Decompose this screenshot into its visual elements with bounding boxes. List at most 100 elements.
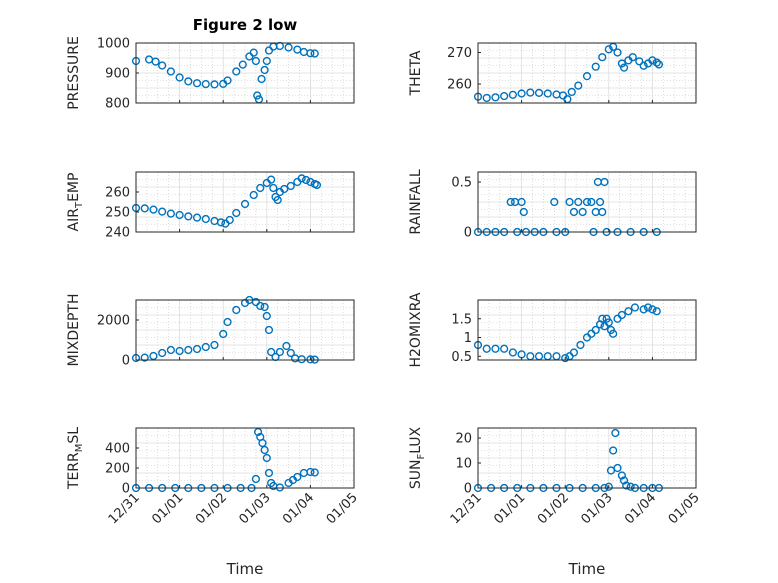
data-point (543, 89, 552, 98)
data-point (578, 207, 587, 217)
chart-panel-mixdepth: 0 2000 MIXDEPTH (66, 294, 355, 369)
y-axis-label: TERRMSL (66, 427, 85, 490)
data-point (652, 307, 661, 316)
axes-frame (477, 299, 697, 361)
data-point (210, 80, 219, 89)
data-point (192, 79, 202, 88)
y-axis-label-part: EMP (66, 173, 82, 202)
data-point (267, 347, 276, 357)
data-point (260, 302, 269, 312)
x-tick-label: 01/04 (280, 490, 317, 527)
data-point (628, 53, 637, 62)
data-point (619, 476, 629, 485)
y-tick-label: 270 (447, 46, 472, 61)
y-tick-label: 200 (105, 462, 130, 477)
data-point (166, 345, 175, 355)
data-point (624, 307, 633, 316)
data-point (219, 329, 228, 339)
data-point (639, 305, 648, 314)
data-point (253, 91, 262, 100)
data-point (297, 355, 306, 364)
y-axis-label: SUNFLUX (408, 426, 427, 489)
data-point (275, 347, 284, 357)
data-point (569, 207, 579, 217)
x-axis-label: Time (226, 560, 264, 578)
data-point (635, 57, 644, 66)
data-point (158, 348, 167, 358)
data-point (569, 348, 579, 357)
y-axis-label: PRESSURE (66, 36, 82, 110)
data-point (256, 301, 265, 311)
data-point (306, 355, 315, 364)
y-axis-label: THETA (408, 50, 424, 96)
data-point (175, 210, 184, 220)
data-point (210, 340, 219, 350)
data-point (201, 342, 210, 352)
y-tick-label: 260 (447, 78, 472, 93)
data-point (654, 60, 664, 69)
data-point (508, 90, 517, 99)
y-axis-label-part: LUX (408, 426, 424, 453)
data-point (587, 197, 596, 207)
data-point (561, 354, 570, 363)
y-axis-label: AIRTEMP (66, 173, 85, 232)
data-point (223, 317, 232, 327)
x-tick-label: 01/05 (324, 490, 361, 527)
data-point (286, 181, 295, 191)
data-point (251, 56, 261, 66)
data-point (576, 340, 585, 350)
x-tick-label: 01/05 (666, 490, 703, 527)
data-point (184, 212, 193, 221)
data-point (609, 446, 618, 455)
data-point (192, 213, 202, 222)
data-point (282, 341, 291, 351)
data-point (613, 463, 622, 473)
data-point (598, 207, 607, 217)
data-point (232, 208, 241, 218)
data-point (260, 65, 269, 75)
data-point (140, 353, 149, 362)
axes-frame (477, 42, 697, 104)
data-point (286, 348, 295, 358)
data-point (500, 91, 509, 101)
data-point (595, 197, 605, 207)
chart-panel-rainfall: 0 0.5 RAINFALL (408, 169, 697, 241)
y-tick-label: 0.5 (451, 176, 472, 191)
y-tick-label: 260 (105, 186, 130, 201)
data-point (251, 474, 261, 484)
data-point (306, 49, 315, 58)
data-point (149, 351, 158, 361)
data-point (262, 453, 271, 463)
x-tick-label: 01/02 (193, 490, 230, 527)
data-point (574, 197, 583, 207)
data-point (293, 472, 302, 482)
y-tick-label: 900 (105, 67, 130, 82)
data-point (280, 184, 289, 194)
data-point (284, 43, 293, 52)
data-point (550, 197, 559, 207)
data-point (175, 346, 184, 356)
data-point (639, 61, 648, 70)
data-point (310, 468, 319, 477)
y-axis-label: RAINFALL (408, 169, 424, 234)
data-point (140, 204, 149, 213)
y-tick-label: 800 (105, 97, 130, 112)
y-tick-label: 0 (122, 482, 130, 497)
data-point (526, 88, 535, 97)
data-point (184, 77, 193, 86)
y-axis-label-part: SL (66, 427, 82, 444)
data-point (225, 215, 234, 225)
data-point (249, 190, 258, 200)
figure-title: Figure 2 low (193, 16, 298, 34)
data-point (482, 93, 491, 103)
axes-frame (135, 299, 355, 361)
chart-panel-theta: 260 270 THETA (408, 42, 697, 104)
data-point (306, 177, 315, 187)
y-tick-label: 250 (105, 206, 130, 221)
y-tick-label: 1.5 (451, 312, 472, 327)
x-tick-label: 01/04 (622, 490, 659, 527)
x-tick-label: 01/03 (237, 490, 274, 527)
data-point (604, 318, 613, 327)
